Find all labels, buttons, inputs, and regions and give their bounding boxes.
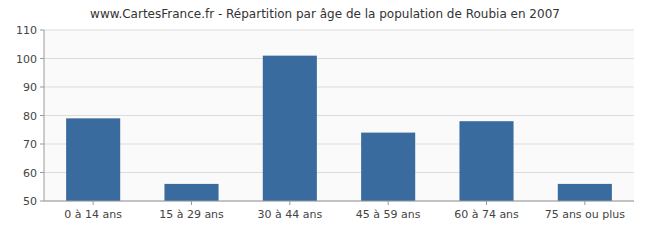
- plot-background: [44, 30, 634, 201]
- bars: [66, 56, 612, 201]
- x-tick-label: 0 à 14 ans: [64, 208, 122, 221]
- x-tick: [191, 201, 192, 205]
- x-tick-label: 30 à 44 ans: [257, 208, 322, 221]
- bar: [558, 184, 612, 201]
- y-tick: [40, 144, 44, 145]
- y-tick: [40, 58, 44, 59]
- x-tick: [584, 201, 585, 205]
- chart-title: www.CartesFrance.fr - Répartition par âg…: [90, 7, 560, 21]
- y-tick: [40, 30, 44, 31]
- grid-line: [44, 87, 634, 88]
- y-tick: [40, 201, 44, 202]
- bar: [263, 56, 317, 201]
- y-tick: [40, 115, 44, 116]
- y-tick-label: 100: [16, 53, 37, 66]
- grid-line: [44, 115, 634, 116]
- grid-line: [44, 144, 634, 145]
- chart-container: www.CartesFrance.fr - Répartition par âg…: [0, 0, 650, 229]
- x-tick-label: 15 à 29 ans: [159, 208, 224, 221]
- x-axis-line: [44, 201, 634, 202]
- x-tick: [289, 201, 290, 205]
- chart-svg: www.CartesFrance.fr - Répartition par âg…: [0, 0, 650, 229]
- grid-line: [44, 172, 634, 173]
- bar: [361, 133, 415, 201]
- bar: [164, 184, 218, 201]
- x-tick: [486, 201, 487, 205]
- grid-line: [44, 30, 634, 31]
- y-tick: [40, 172, 44, 173]
- y-tick-label: 60: [23, 167, 37, 180]
- y-axis-line: [44, 30, 45, 201]
- bar: [459, 121, 513, 201]
- x-tick-label: 60 à 74 ans: [454, 208, 519, 221]
- y-tick-label: 90: [23, 81, 37, 94]
- grid-line: [44, 58, 634, 59]
- bar: [66, 118, 120, 201]
- x-tick-label: 45 à 59 ans: [356, 208, 421, 221]
- y-tick: [40, 87, 44, 88]
- x-tick: [93, 201, 94, 205]
- x-tick: [388, 201, 389, 205]
- y-tick-label: 70: [23, 138, 37, 151]
- y-tick-label: 80: [23, 110, 37, 123]
- x-tick-label: 75 ans ou plus: [545, 208, 626, 221]
- x-axis: 0 à 14 ans 15 à 29 ans 30 à 44 ans 45 à 59 …: [64, 201, 625, 221]
- grid-line: [44, 201, 634, 202]
- y-tick-label: 50: [23, 195, 37, 208]
- y-tick-label: 110: [16, 24, 37, 37]
